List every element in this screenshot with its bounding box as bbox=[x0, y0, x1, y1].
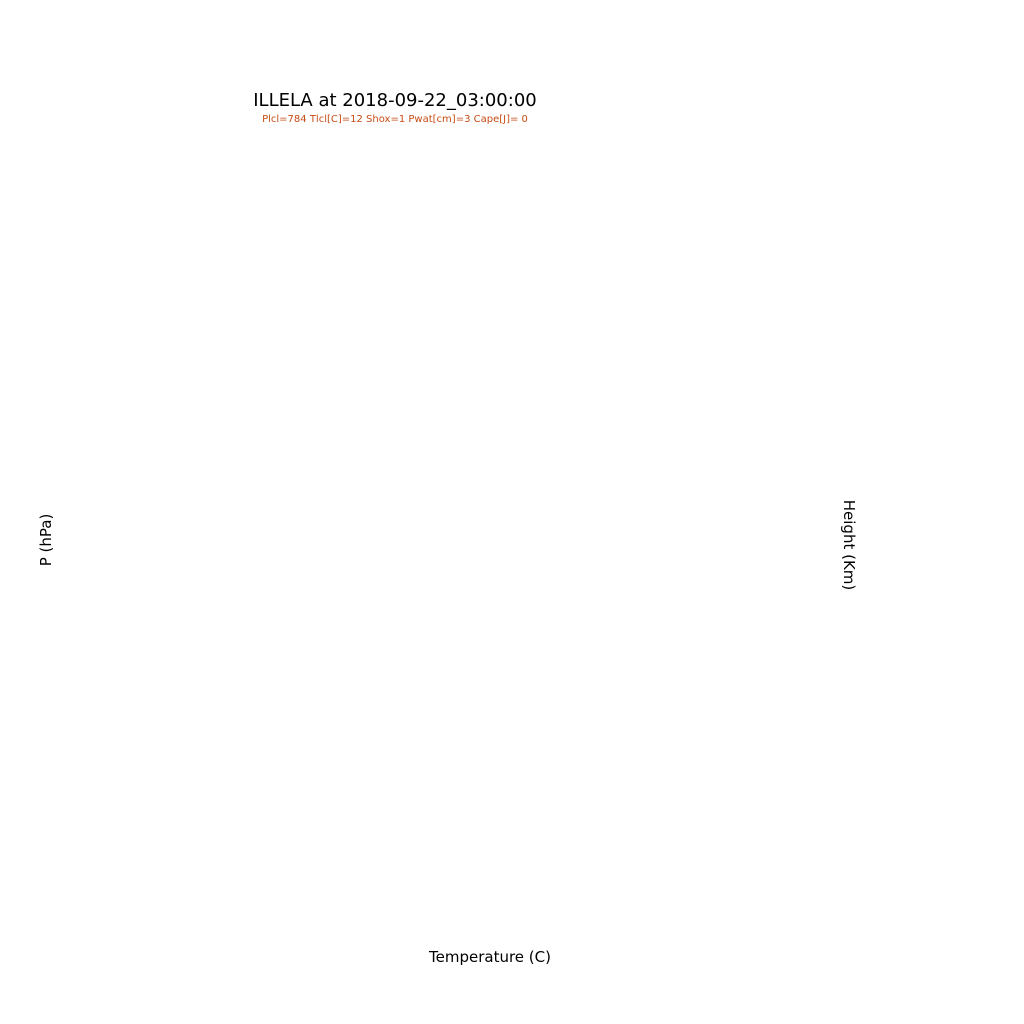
chart-subtitle: Plcl=784 Tlcl[C]=12 Shox=1 Pwat[cm]=3 Ca… bbox=[262, 114, 528, 125]
y-axis-label-height: Height (Km) bbox=[840, 499, 858, 591]
x-axis-label: Temperature (C) bbox=[429, 948, 551, 966]
chart-title: ILLELA at 2018-09-22_03:00:00 bbox=[253, 90, 537, 111]
y-axis-label-pressure: P (hPa) bbox=[37, 513, 55, 567]
